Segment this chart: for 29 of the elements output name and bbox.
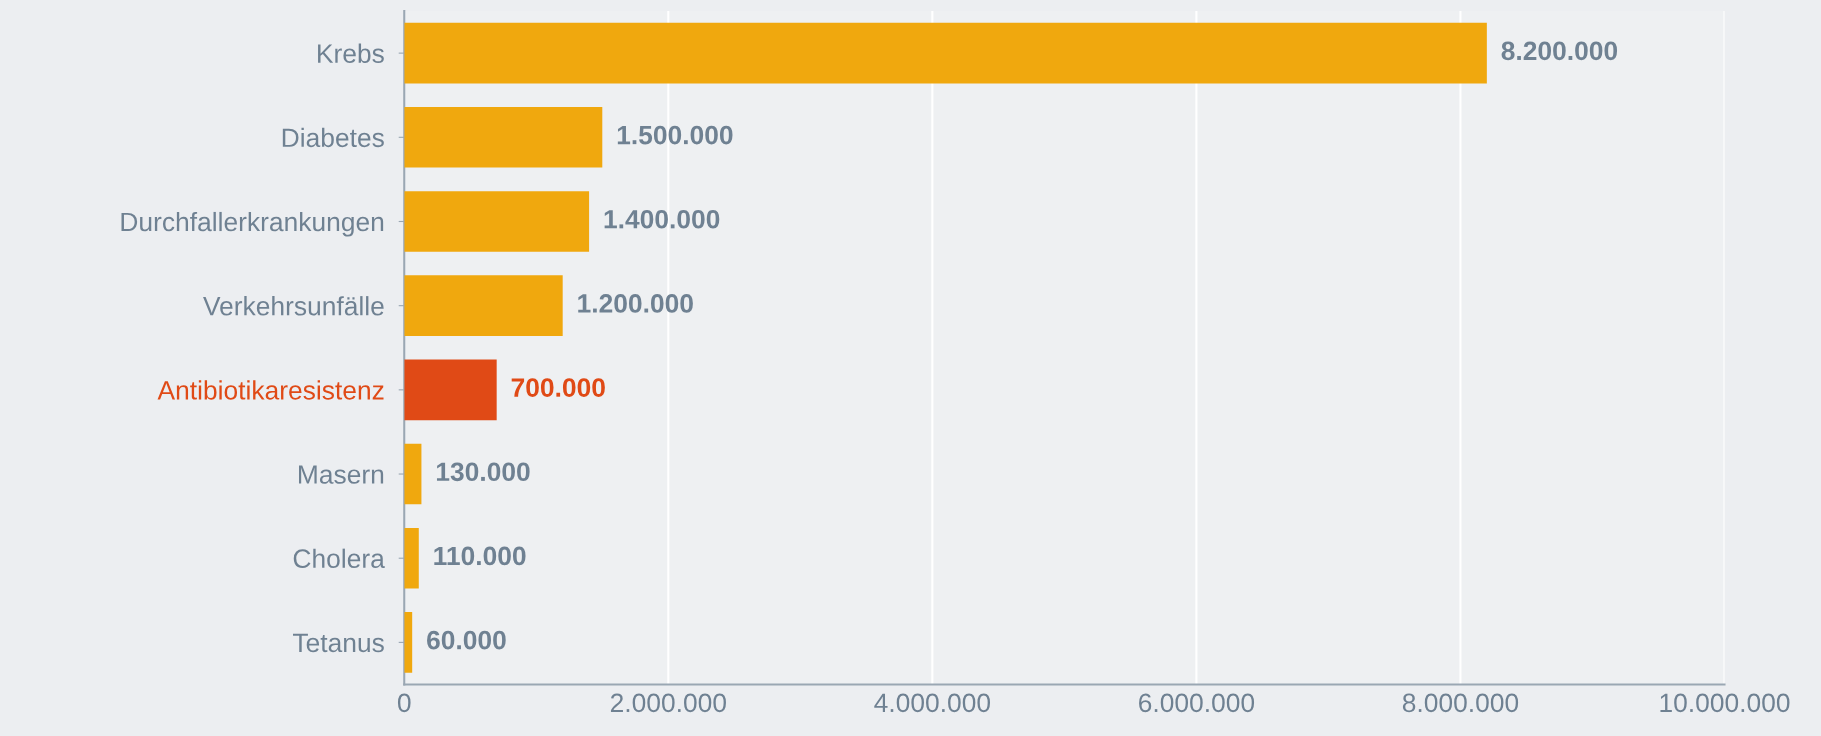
x-tick-label: 0 — [397, 693, 411, 713]
y-tick-label: Masern — [299, 465, 384, 484]
data-label: 1.400.000 — [604, 209, 720, 229]
bar — [404, 359, 497, 421]
data-label: 110.000 — [434, 546, 526, 566]
x-tick-label: 6.000.000 — [1139, 693, 1255, 713]
bar — [404, 443, 422, 505]
y-tick-label: Diabetes — [282, 127, 384, 148]
data-label: 700.000 — [511, 378, 605, 397]
data-label: 60.000 — [427, 630, 506, 650]
y-tick-label: Krebs — [318, 43, 384, 63]
data-label: 8.200.000 — [1501, 41, 1618, 61]
bar — [404, 107, 603, 168]
y-tick-label: Tetanus — [293, 633, 384, 653]
y-tick-label: Durchfallerkrankungen — [121, 211, 384, 237]
x-tick-label: 10.000.000 — [1660, 693, 1790, 713]
bar — [404, 191, 590, 252]
data-label: 1.500.000 — [617, 125, 733, 145]
data-label: 130.000 — [436, 462, 530, 482]
bar — [404, 527, 419, 589]
x-tick-label: 2.000.000 — [610, 693, 726, 713]
data-label: 1.200.000 — [578, 294, 693, 313]
bar — [404, 275, 563, 336]
y-tick-label: Cholera — [293, 548, 385, 569]
x-tick-label: 4.000.000 — [874, 693, 991, 713]
y-tick-label: Verkehrsunfälle — [203, 296, 384, 316]
bar — [404, 22, 1487, 84]
y-tick-label: Antibiotikaresistenz — [157, 380, 384, 400]
x-tick-label: 8.000.000 — [1402, 693, 1519, 713]
